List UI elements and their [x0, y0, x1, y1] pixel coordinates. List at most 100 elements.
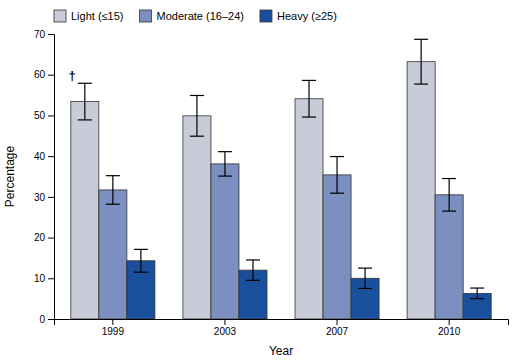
error-bar — [190, 95, 204, 136]
error-bar-stem — [252, 260, 253, 280]
error-bar-cap — [414, 39, 428, 40]
y-tick-label: 10 — [34, 273, 46, 284]
error-bar-stem — [364, 268, 365, 288]
error-bar-stem — [140, 249, 141, 272]
error-bar-cap — [106, 175, 120, 176]
y-tick: 0 — [39, 314, 54, 325]
x-tick-label: 2010 — [438, 326, 461, 337]
y-tick-mark — [48, 319, 54, 320]
plot: 0102030405060701999200320072010† — [34, 29, 509, 337]
legend-item: Heavy (≥25) — [260, 10, 337, 22]
y-tick-label: 60 — [34, 69, 46, 80]
error-bar-stem — [336, 157, 337, 194]
y-axis: 0 10 20 30 40 50 60 70 — [34, 29, 55, 325]
y-axis-title: Percentage — [3, 145, 17, 207]
error-bar — [134, 249, 148, 272]
y-tick-mark — [48, 115, 54, 116]
x-tick-label: 2003 — [214, 326, 237, 337]
x-axis-title: Year — [269, 344, 293, 358]
error-bar-cap — [218, 175, 232, 176]
legend-swatch — [260, 10, 272, 22]
error-bar-stem — [449, 179, 450, 212]
error-bar-cap — [246, 280, 260, 281]
error-bar — [358, 268, 372, 288]
y-tick: 70 — [34, 29, 54, 40]
y-tick: 10 — [34, 273, 54, 284]
error-bar-cap — [302, 80, 316, 81]
legend-swatch — [140, 10, 152, 22]
legend-swatch — [54, 10, 66, 22]
y-tick: 20 — [34, 232, 54, 243]
error-bar-cap — [78, 83, 92, 84]
error-bar-cap — [246, 259, 260, 260]
legend-label: Heavy (≥25) — [277, 10, 337, 22]
error-bar-stem — [308, 80, 309, 117]
error-bar-cap — [302, 116, 316, 117]
error-bar-stem — [84, 83, 85, 120]
y-tick: 60 — [34, 69, 54, 80]
y-tick-mark — [48, 278, 54, 279]
y-tick-label: 70 — [34, 29, 46, 40]
y-tick-mark — [48, 197, 54, 198]
error-bars — [78, 39, 428, 136]
error-bar-stem — [224, 152, 225, 176]
error-bar-cap — [470, 287, 484, 288]
axis-domain — [48, 35, 55, 320]
axis-domain — [55, 320, 509, 326]
bar — [323, 175, 351, 319]
error-bar-stem — [477, 288, 478, 299]
y-tick: 50 — [34, 110, 54, 121]
x-tick: 2010 — [438, 319, 461, 337]
y-tick-mark — [48, 156, 54, 157]
error-bar — [106, 176, 120, 205]
error-bar-cap — [330, 156, 344, 157]
error-bar — [330, 157, 344, 194]
error-bar — [470, 288, 484, 299]
error-bar-cap — [218, 151, 232, 152]
error-bar-cap — [106, 204, 120, 205]
error-bar — [442, 179, 456, 212]
error-bars — [134, 249, 484, 298]
bar — [211, 164, 239, 319]
error-bar-cap — [134, 272, 148, 273]
bar — [99, 190, 127, 319]
y-tick-label: 30 — [34, 192, 46, 203]
error-bar-cap — [358, 288, 372, 289]
legend: Light (≤15) Moderate (16–24) Heavy (≥25) — [54, 10, 337, 22]
error-bar-cap — [414, 83, 428, 84]
y-tick-label: 20 — [34, 232, 46, 243]
error-bar-cap — [78, 119, 92, 120]
y-tick-mark — [48, 75, 54, 76]
error-bars — [106, 152, 456, 211]
x-tick-label: 1999 — [102, 326, 125, 337]
x-tick-mark — [224, 319, 225, 325]
error-bar — [78, 83, 92, 120]
bar — [295, 99, 323, 319]
x-tick-mark — [337, 319, 338, 325]
x-tick: 1999 — [102, 319, 125, 337]
bar-series — [127, 261, 491, 319]
legend-label: Light (≤15) — [71, 10, 124, 22]
error-bar — [218, 152, 232, 176]
x-tick-mark — [112, 319, 113, 325]
y-tick-label: 40 — [34, 151, 46, 162]
error-bar-cap — [190, 95, 204, 96]
x-tick: 2003 — [214, 319, 237, 337]
error-bar-stem — [112, 176, 113, 205]
bar — [71, 102, 99, 319]
chart: 0102030405060701999200320072010†YearPerc… — [0, 0, 524, 363]
bar-series — [71, 62, 435, 319]
annotation: † — [69, 68, 76, 83]
y-tick-mark — [48, 238, 54, 239]
error-bar-stem — [421, 39, 422, 84]
y-tick-label: 50 — [34, 110, 46, 121]
error-bar-cap — [470, 298, 484, 299]
legend-item: Moderate (16–24) — [140, 10, 244, 22]
bar — [183, 116, 211, 319]
error-bar-stem — [196, 95, 197, 136]
y-tick: 40 — [34, 151, 54, 162]
x-tick-mark — [449, 319, 450, 325]
bar-series — [99, 164, 463, 319]
error-bar-cap — [358, 268, 372, 269]
y-tick-label: 0 — [39, 314, 45, 325]
